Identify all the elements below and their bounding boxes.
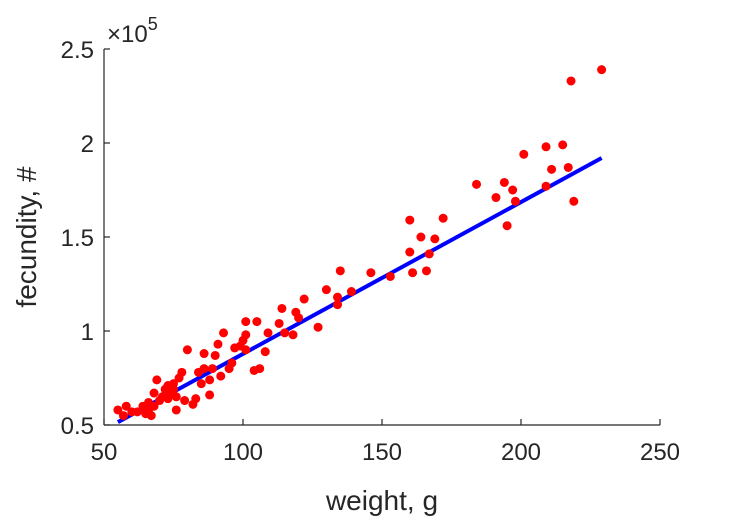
data-point	[491, 193, 501, 203]
data-point	[205, 390, 215, 400]
data-point	[510, 196, 520, 206]
data-point	[196, 379, 206, 389]
data-point	[321, 285, 331, 295]
data-point	[547, 164, 557, 174]
data-point	[558, 140, 568, 150]
data-points	[113, 65, 607, 421]
data-point	[177, 367, 187, 377]
data-point	[146, 411, 156, 421]
fit-line-group	[116, 156, 603, 424]
data-point	[333, 300, 343, 310]
data-point	[335, 266, 345, 276]
y-multiplier-exponent: 5	[148, 14, 158, 34]
data-point	[508, 185, 518, 195]
y-axis-ticks: 0.5 1 1.5 2 2.5	[61, 37, 110, 440]
y-tick-label: 1	[81, 319, 94, 346]
data-point	[424, 249, 434, 259]
fit-line	[116, 156, 603, 424]
axes	[103, 49, 660, 426]
data-point	[213, 339, 223, 349]
data-point	[313, 322, 323, 332]
data-point	[210, 350, 220, 360]
data-point	[182, 345, 192, 355]
data-point	[346, 287, 356, 297]
data-point	[121, 401, 131, 411]
data-point	[149, 401, 159, 411]
data-point	[219, 328, 229, 338]
data-point	[252, 317, 262, 327]
y-tick-label: 0.5	[61, 413, 94, 440]
data-point	[241, 317, 251, 327]
data-point	[241, 330, 251, 340]
data-point	[113, 405, 123, 415]
data-point	[149, 388, 159, 398]
x-tick-label: 50	[91, 439, 118, 466]
x-axis-title: weight, g	[325, 485, 438, 516]
data-point	[180, 396, 190, 406]
data-point	[294, 313, 304, 323]
data-point	[519, 149, 529, 159]
data-point	[541, 142, 551, 152]
data-point	[333, 292, 343, 302]
x-tick-label: 200	[501, 439, 541, 466]
data-point	[472, 179, 482, 189]
x-tick-label: 150	[362, 439, 402, 466]
data-point	[597, 65, 607, 75]
y-tick-label: 1.5	[61, 225, 94, 252]
data-point	[227, 358, 237, 368]
data-point	[416, 232, 426, 242]
data-point	[263, 328, 273, 338]
data-point	[255, 364, 265, 374]
data-point	[152, 375, 162, 385]
x-tick-label: 250	[640, 439, 680, 466]
data-point	[171, 392, 181, 402]
data-point	[421, 266, 431, 276]
y-tick-label: 2.5	[61, 37, 94, 64]
data-point	[430, 234, 440, 244]
data-point	[241, 345, 251, 355]
data-point	[563, 162, 573, 172]
y-tick-label: 2	[81, 131, 94, 158]
x-tick-label: 100	[223, 439, 263, 466]
x-axis-ticks: 50 100 150 200 250	[91, 419, 680, 466]
y-axis-title: fecundity, #	[11, 166, 42, 308]
data-point	[541, 181, 551, 191]
data-point	[277, 303, 287, 313]
data-point	[205, 375, 215, 385]
data-point	[280, 328, 290, 338]
data-point	[216, 371, 226, 381]
data-point	[207, 364, 217, 374]
data-point	[499, 177, 509, 187]
data-point	[274, 318, 284, 328]
y-multiplier-label: ×105	[107, 14, 158, 48]
data-point	[132, 407, 142, 417]
data-point	[405, 215, 415, 225]
data-point	[288, 330, 298, 340]
data-point	[299, 294, 309, 304]
data-point	[385, 271, 395, 281]
data-point	[169, 384, 178, 394]
data-point	[366, 268, 376, 278]
data-point	[566, 76, 576, 86]
data-point	[199, 349, 209, 359]
data-point	[502, 221, 512, 231]
data-point	[405, 247, 415, 257]
data-point	[199, 364, 209, 374]
data-point	[260, 347, 270, 357]
data-point	[171, 405, 181, 415]
data-point	[438, 213, 448, 223]
data-point	[118, 411, 128, 421]
data-point	[569, 196, 579, 206]
data-point	[191, 394, 201, 404]
data-point	[408, 268, 418, 278]
